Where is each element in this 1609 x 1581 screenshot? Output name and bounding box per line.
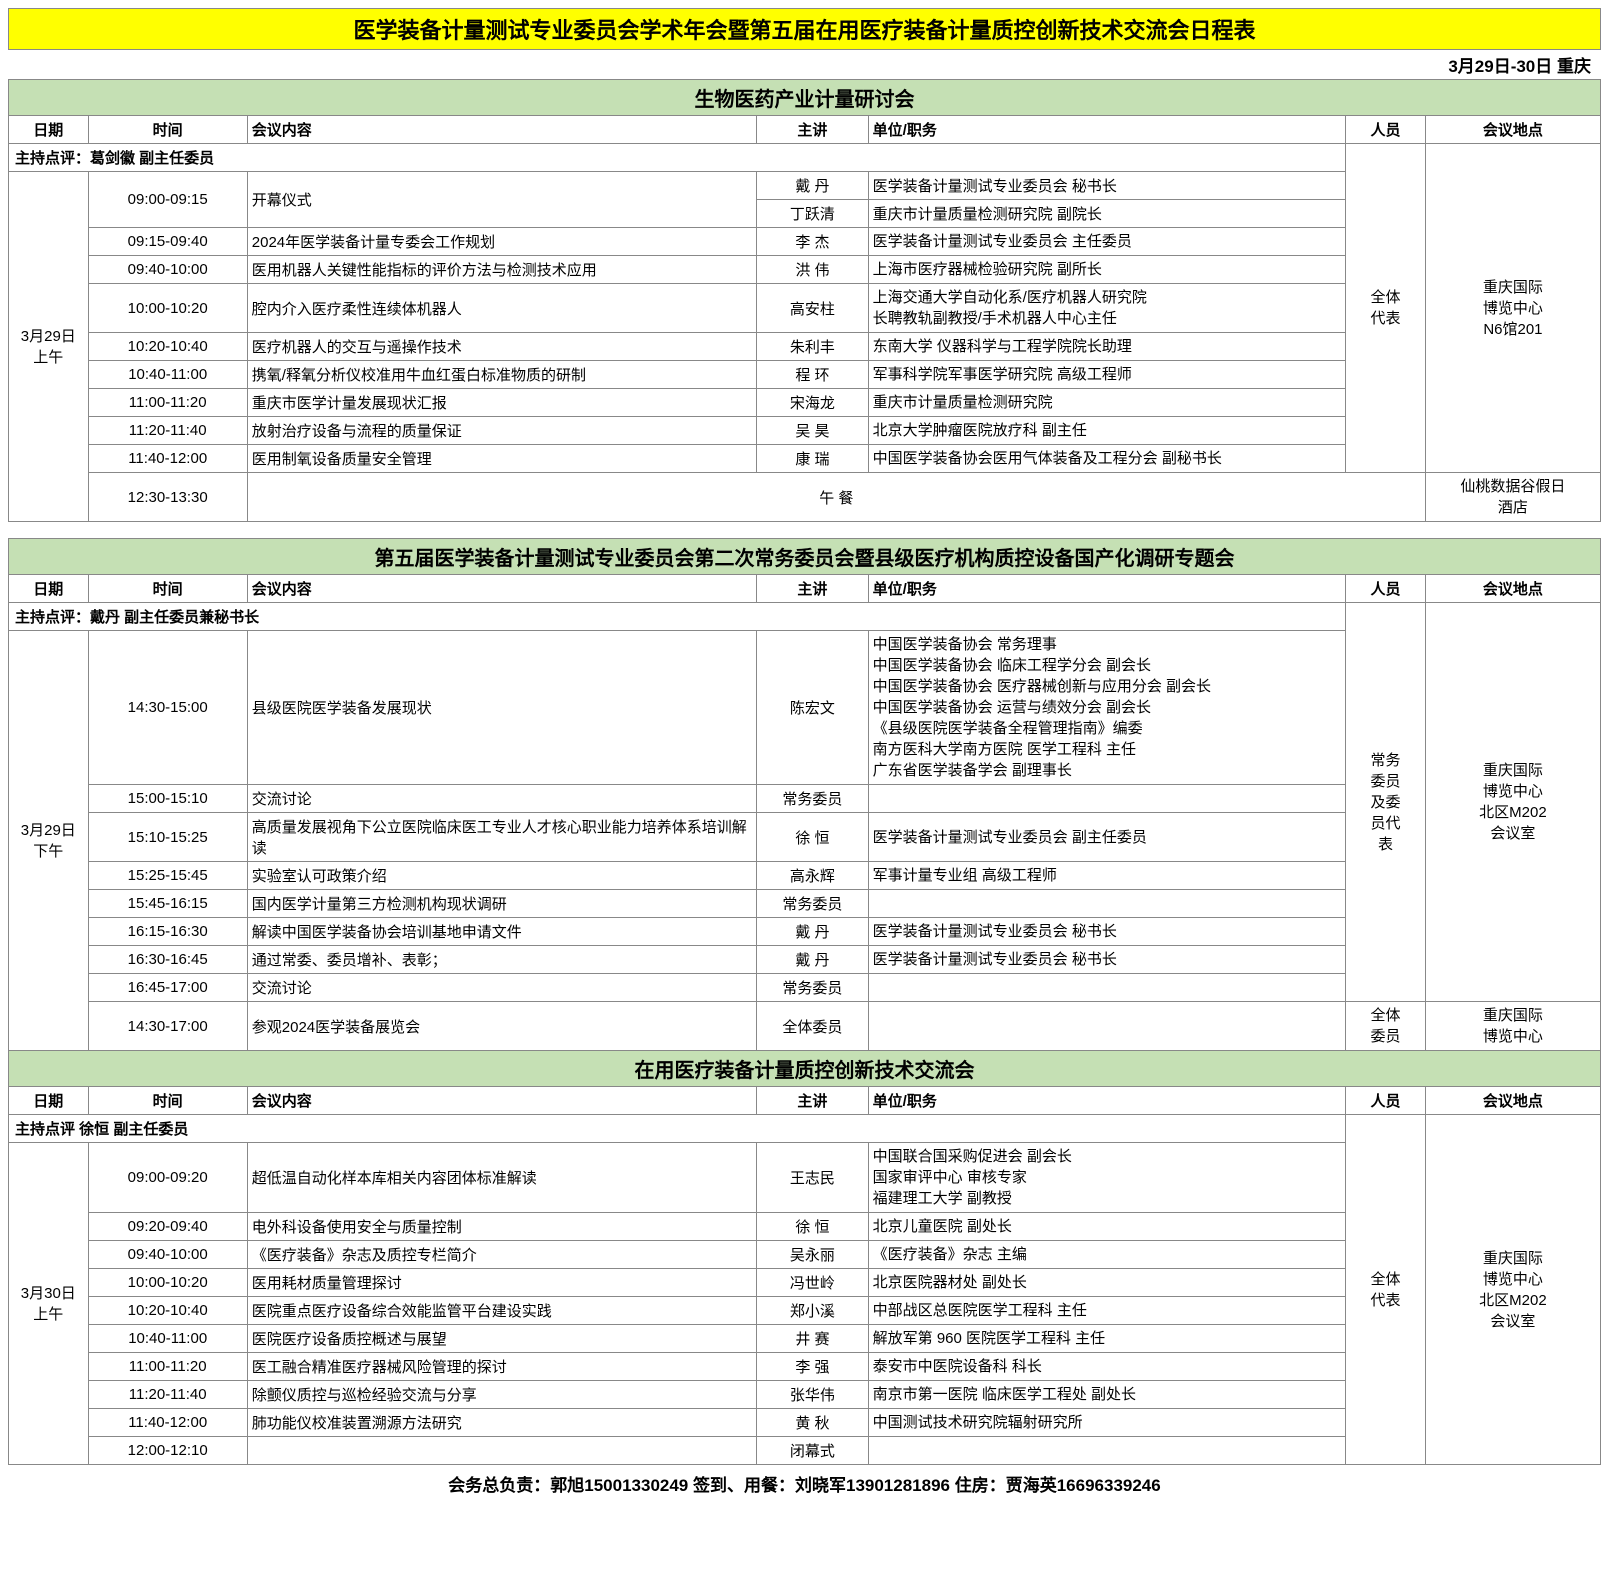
col-venue: 会议地点 (1425, 116, 1600, 144)
col-org: 单位/职务 (868, 575, 1346, 603)
main-title: 医学装备计量测试专业委员会学术年会暨第五届在用医疗装备计量质控创新技术交流会日程… (8, 8, 1601, 50)
date-cell: 3月29日 上午 (9, 172, 89, 522)
venue-cell: 重庆国际 博览中心 (1425, 1002, 1600, 1051)
schedule-table: 生物医药产业计量研讨会日期时间会议内容主讲单位/职务人员会议地点主持点评：葛剑徽… (8, 79, 1601, 1465)
col-org: 单位/职务 (868, 1087, 1346, 1115)
venue-cell: 重庆国际 博览中心 北区M202 会议室 (1425, 1115, 1600, 1465)
section-title: 生物医药产业计量研讨会 (9, 80, 1601, 116)
host-row: 主持点评 徐恒 副主任委员 (9, 1115, 1346, 1143)
footer-contacts: 会务总负责：郭旭15001330249 签到、用餐：刘晓军13901281896… (8, 1465, 1601, 1502)
venue-cell: 重庆国际 博览中心 N6馆201 (1425, 144, 1600, 473)
venue-cell: 重庆国际 博览中心 北区M202 会议室 (1425, 603, 1600, 1002)
lunch-venue: 仙桃数据谷假日 酒店 (1425, 473, 1600, 522)
date-location: 3月29日-30日 重庆 (8, 50, 1601, 79)
col-date: 日期 (9, 116, 89, 144)
col-topic: 会议内容 (247, 575, 756, 603)
col-time: 时间 (88, 116, 247, 144)
host-row: 主持点评：葛剑徽 副主任委员 (9, 144, 1346, 172)
audience-cell: 全体 委员 (1346, 1002, 1426, 1051)
section-title: 在用医疗装备计量质控创新技术交流会 (9, 1051, 1601, 1087)
col-venue: 会议地点 (1425, 575, 1600, 603)
col-date: 日期 (9, 1087, 89, 1115)
col-speaker: 主讲 (757, 575, 868, 603)
col-topic: 会议内容 (247, 116, 756, 144)
host-row: 主持点评：戴丹 副主任委员兼秘书长 (9, 603, 1346, 631)
date-cell: 3月30日 上午 (9, 1143, 89, 1465)
section-title: 第五届医学装备计量测试专业委员会第二次常务委员会暨县级医疗机构质控设备国产化调研… (9, 539, 1601, 575)
col-time: 时间 (88, 575, 247, 603)
col-audience: 人员 (1346, 575, 1426, 603)
col-audience: 人员 (1346, 1087, 1426, 1115)
col-org: 单位/职务 (868, 116, 1346, 144)
audience-cell: 全体 代表 (1346, 1115, 1426, 1465)
lunch-cell: 午 餐 (247, 473, 1425, 522)
col-venue: 会议地点 (1425, 1087, 1600, 1115)
col-speaker: 主讲 (757, 1087, 868, 1115)
audience-cell: 常务 委员 及委 员代 表 (1346, 603, 1426, 1002)
col-topic: 会议内容 (247, 1087, 756, 1115)
date-cell: 3月29日 下午 (9, 631, 89, 1051)
col-date: 日期 (9, 575, 89, 603)
col-audience: 人员 (1346, 116, 1426, 144)
col-speaker: 主讲 (757, 116, 868, 144)
audience-cell: 全体 代表 (1346, 144, 1426, 473)
col-time: 时间 (88, 1087, 247, 1115)
